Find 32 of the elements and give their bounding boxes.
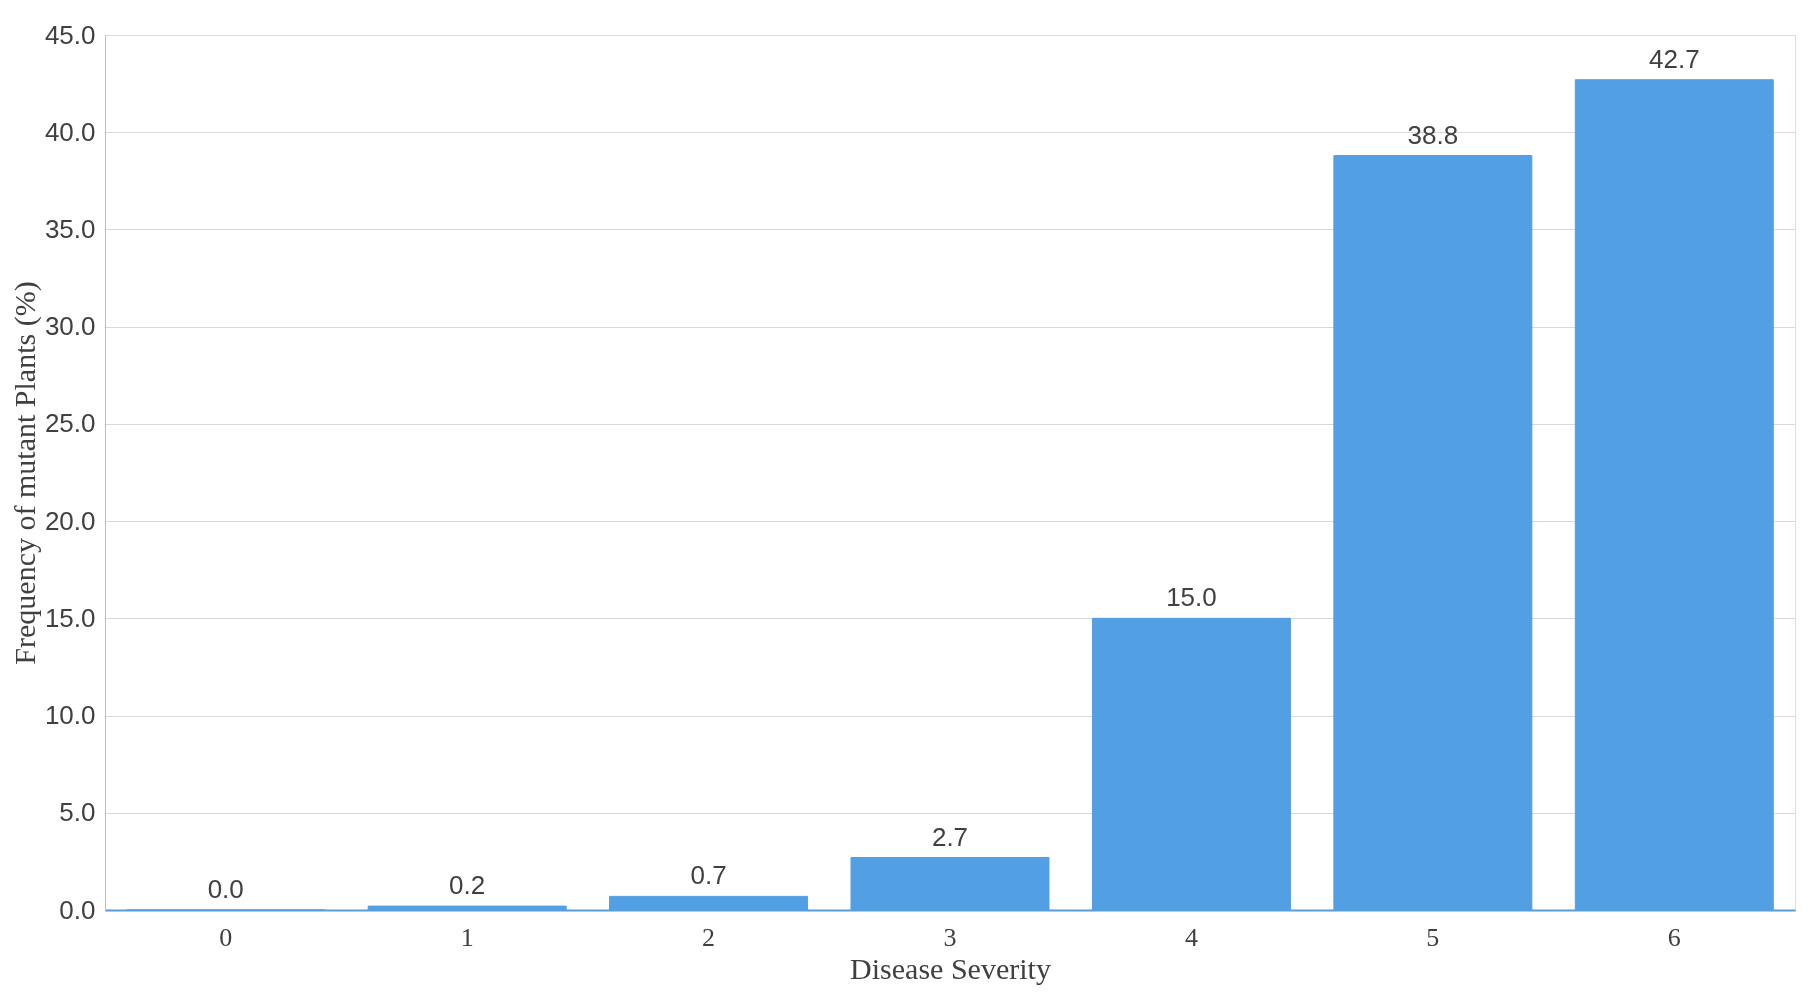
y-tick-label: 0.0 [59, 894, 96, 925]
bar [1333, 155, 1533, 911]
bar [367, 905, 567, 911]
data-label: 0.7 [690, 860, 727, 891]
y-tick-label: 15.0 [44, 602, 96, 633]
y-tick-label: 25.0 [44, 408, 96, 439]
y-tick-label: 20.0 [44, 505, 96, 536]
x-tick-label: 2 [702, 922, 716, 952]
data-label: 0.2 [449, 870, 486, 901]
y-tick-label: 35.0 [44, 213, 96, 244]
data-label: 38.8 [1407, 119, 1459, 150]
bar [1091, 617, 1291, 911]
y-axis-title: Frequency of mutant Plants (%) [7, 281, 42, 665]
x-tick-label: 0 [219, 922, 233, 952]
bar [609, 895, 809, 911]
y-tick-label: 30.0 [44, 311, 96, 342]
bar [850, 857, 1050, 911]
y-tick-label: 45.0 [44, 19, 96, 50]
x-tick-label: 6 [1667, 922, 1681, 952]
bar [1574, 79, 1774, 911]
data-label: 15.0 [1166, 582, 1217, 613]
data-label: 0.0 [207, 874, 244, 904]
x-tick-label: 1 [460, 922, 474, 952]
x-axis-title: Disease Severity [850, 951, 1051, 985]
y-tick-label: 10.0 [44, 700, 96, 731]
y-tick-label: 40.0 [44, 116, 96, 147]
data-label: 2.7 [931, 821, 969, 852]
x-tick-label: 5 [1426, 922, 1440, 952]
y-tick-label: 5.0 [59, 797, 96, 828]
data-label: 42.7 [1648, 43, 1700, 74]
x-tick-label: 4 [1184, 922, 1198, 952]
x-tick-label: 3 [943, 922, 957, 952]
